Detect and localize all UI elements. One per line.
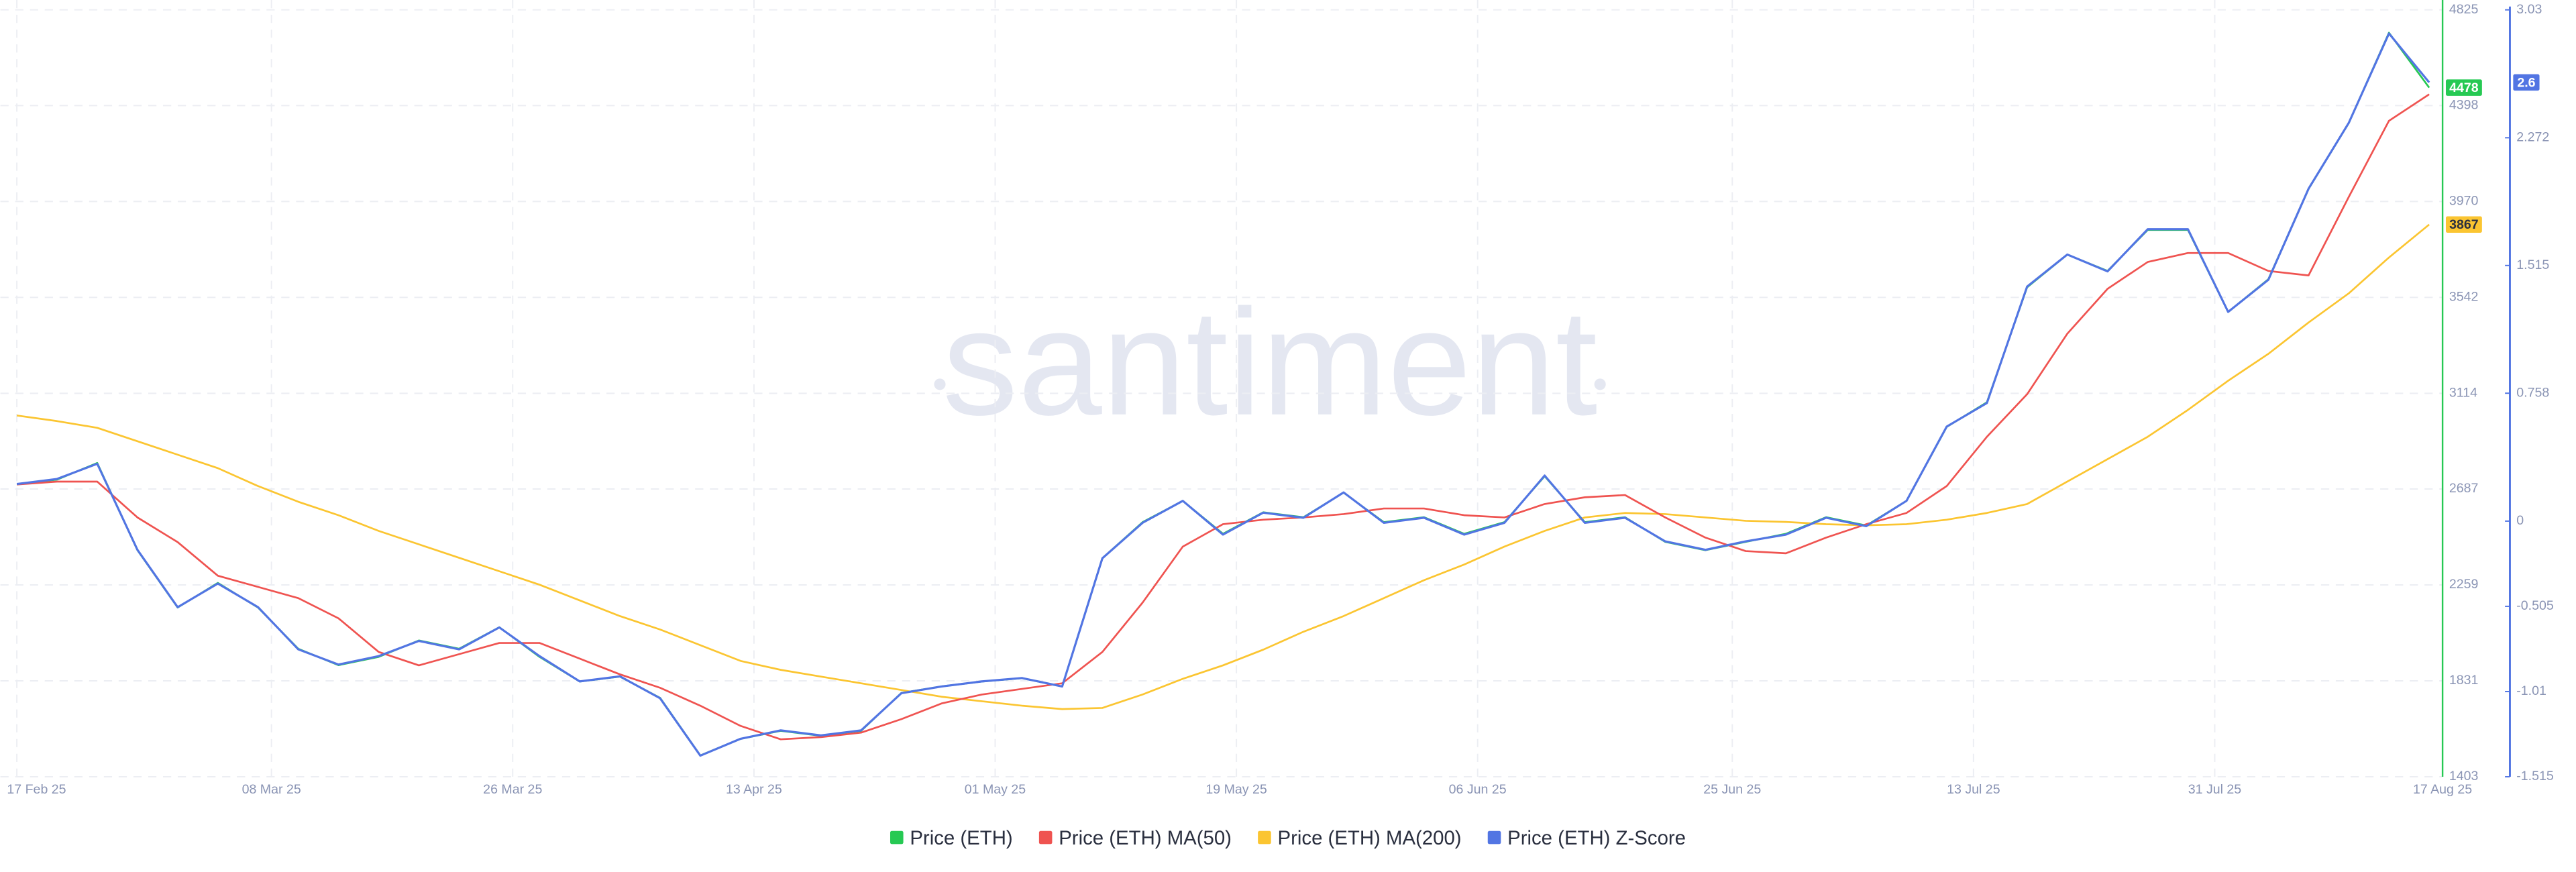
legend-label: Price (ETH) MA(50): [1059, 827, 1232, 849]
watermark-dot: [1594, 378, 1606, 390]
y-tick-label: 2687: [2449, 481, 2479, 496]
watermark-dot: [934, 378, 946, 390]
y-tick-label: 2259: [2449, 577, 2479, 592]
legend: Price (ETH) Price (ETH) MA(50) Price (ETH)…: [890, 827, 1686, 849]
x-tick-label: 13 Apr 25: [726, 782, 782, 797]
y2-tick-label: 0.758: [2516, 385, 2549, 400]
x-tick-label: 08 Mar 25: [242, 782, 301, 797]
y2-tick-label: -0.505: [2516, 598, 2554, 613]
x-tick-label: 25 Jun 25: [1703, 782, 1761, 797]
series-line: [16, 223, 2430, 710]
value-badge-label: 2.6: [2517, 75, 2535, 90]
y2-tick-label: 1.515: [2516, 258, 2549, 272]
legend-swatch: [890, 830, 904, 844]
value-badge-label: 4478: [2449, 80, 2479, 95]
y-tick-label: 3542: [2449, 290, 2479, 305]
x-tick-label: 26 Mar 25: [483, 782, 542, 797]
x-tick-label: 06 Jun 25: [1449, 782, 1507, 797]
legend-label: Price (ETH): [910, 827, 1012, 849]
y2-tick-label: 2.272: [2516, 130, 2549, 145]
y-tick-label: 4398: [2449, 98, 2479, 113]
x-tick-label: 19 May 25: [1205, 782, 1267, 797]
value-badge: [2513, 74, 2540, 91]
x-tick-label: 31 Jul 25: [2188, 782, 2242, 797]
y2-tick-label: 3.03: [2516, 2, 2542, 17]
y2-tick-label: -1.515: [2516, 769, 2554, 783]
y-tick-label: 1403: [2449, 769, 2479, 783]
legend-label: Price (ETH) Z-Score: [1507, 827, 1686, 849]
y-tick-label: 1831: [2449, 673, 2479, 688]
series-line: [16, 93, 2430, 741]
x-tick-label: 01 May 25: [965, 782, 1026, 797]
x-tick-label: 17 Aug 25: [2413, 782, 2472, 797]
series-line: [16, 32, 2430, 757]
y-tick-label: 4825: [2449, 2, 2479, 17]
legend-swatch: [1487, 830, 1501, 844]
y2-tick-label: -1.01: [2516, 684, 2546, 698]
y-tick-label: 3970: [2449, 194, 2479, 209]
x-tick-label: 13 Jul 25: [1947, 782, 2000, 797]
y2-tick-label: 0: [2516, 513, 2524, 528]
y-tick-label: 3114: [2449, 386, 2477, 400]
legend-swatch: [1038, 830, 1053, 844]
legend-label: Price (ETH) MA(200): [1278, 827, 1462, 849]
x-tick-label: 17 Feb 25: [7, 782, 66, 797]
legend-swatch: [1258, 830, 1271, 844]
value-badge: [2445, 79, 2482, 96]
value-badge-label: 3867: [2449, 217, 2479, 232]
value-badge: [2445, 216, 2482, 233]
watermark: santiment: [943, 278, 1597, 447]
